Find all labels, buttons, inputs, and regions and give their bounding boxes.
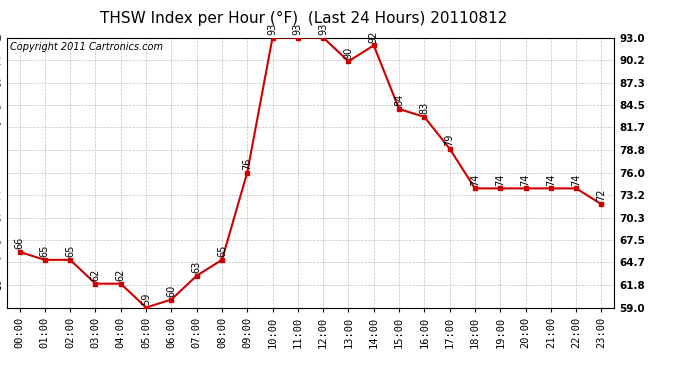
Text: 76: 76 — [242, 158, 253, 170]
Text: 74: 74 — [571, 173, 581, 186]
Text: 79: 79 — [444, 134, 455, 146]
Text: 66: 66 — [14, 237, 25, 249]
Text: 92: 92 — [368, 30, 379, 43]
Text: 62: 62 — [116, 268, 126, 281]
Text: THSW Index per Hour (°F)  (Last 24 Hours) 20110812: THSW Index per Hour (°F) (Last 24 Hours)… — [100, 11, 507, 26]
Text: 74: 74 — [495, 173, 505, 186]
Text: 93: 93 — [268, 22, 277, 35]
Text: 63: 63 — [192, 261, 201, 273]
Text: Copyright 2011 Cartronics.com: Copyright 2011 Cartronics.com — [10, 42, 163, 51]
Text: 84: 84 — [394, 94, 404, 106]
Text: 59: 59 — [141, 292, 151, 305]
Text: 93: 93 — [293, 22, 303, 35]
Text: 90: 90 — [344, 46, 353, 58]
Text: 72: 72 — [596, 189, 607, 201]
Text: 74: 74 — [546, 173, 556, 186]
Text: 65: 65 — [217, 245, 227, 257]
Text: 60: 60 — [166, 285, 177, 297]
Text: 74: 74 — [470, 173, 480, 186]
Text: 65: 65 — [40, 245, 50, 257]
Text: 74: 74 — [520, 173, 531, 186]
Text: 65: 65 — [65, 245, 75, 257]
Text: 83: 83 — [420, 102, 429, 114]
Text: 93: 93 — [318, 22, 328, 35]
Text: 62: 62 — [90, 268, 101, 281]
